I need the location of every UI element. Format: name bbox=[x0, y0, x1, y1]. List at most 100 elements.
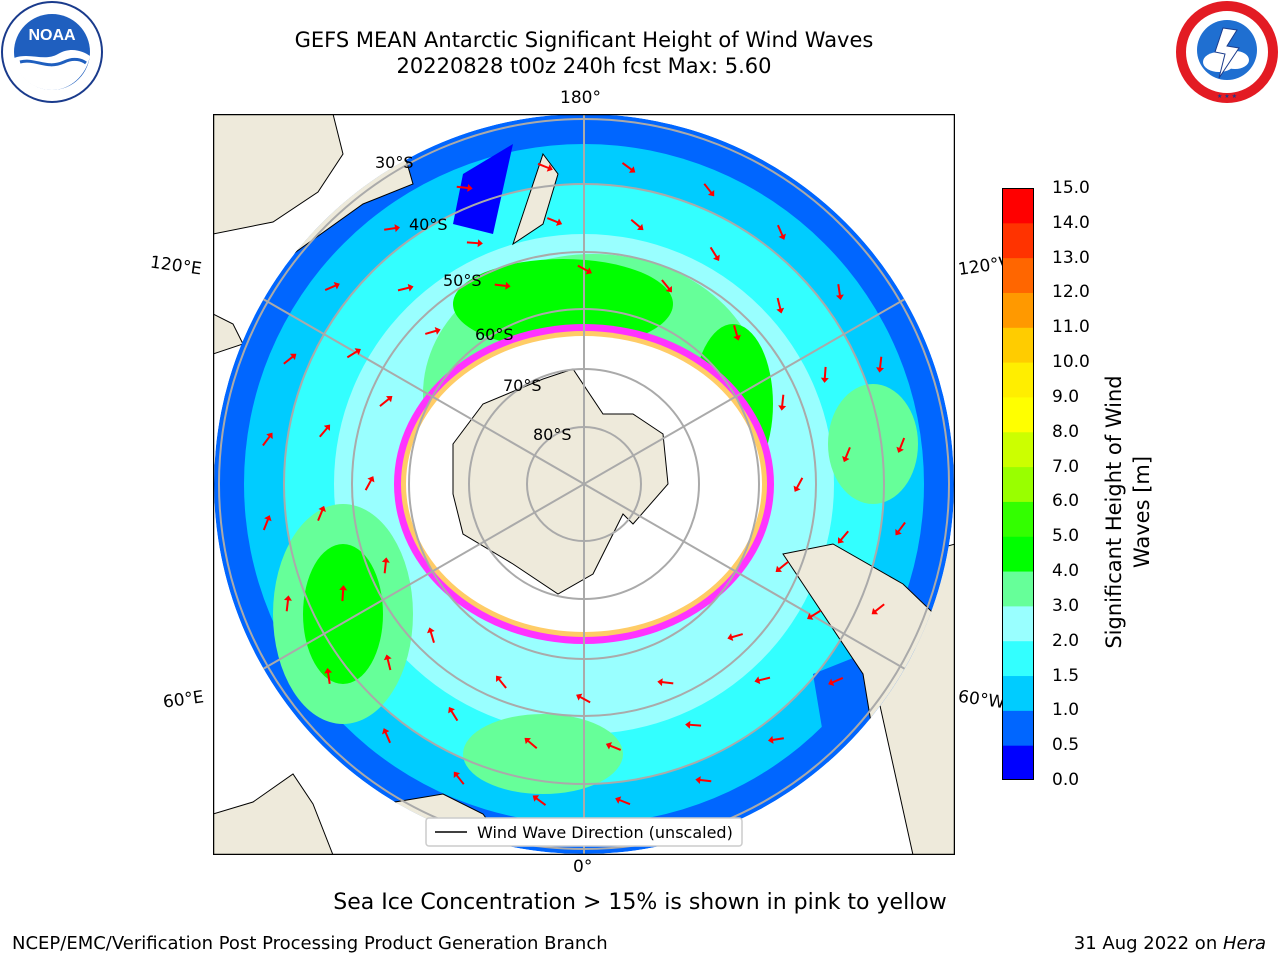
sea-ice-footnote: Sea Ice Concentration > 15% is shown in … bbox=[333, 890, 947, 915]
wave-direction-arrow bbox=[524, 737, 538, 749]
colorbar-tick-label: 5.0 bbox=[1052, 526, 1080, 547]
colorbar-tick-label: 13.0 bbox=[1052, 247, 1090, 268]
colorbar-segment bbox=[1002, 640, 1034, 677]
lon-label-180: 180° bbox=[560, 88, 601, 108]
wave-direction-arrow bbox=[793, 477, 804, 492]
wave-direction-arrow bbox=[661, 279, 672, 293]
wave-direction-arrow bbox=[532, 795, 547, 806]
wave-direction-arrow bbox=[453, 771, 465, 785]
wave-direction-arrow bbox=[262, 515, 272, 531]
wave-direction-arrow bbox=[546, 217, 563, 226]
credit-branch: NCEP/EMC/Verification Post Processing Pr… bbox=[12, 933, 608, 954]
colorbar-tick-label: 3.0 bbox=[1052, 595, 1080, 616]
credit-date-text: 31 Aug 2022 on bbox=[1073, 933, 1223, 954]
legend-label: Wind Wave Direction (unscaled) bbox=[477, 823, 733, 842]
graticule bbox=[218, 114, 950, 854]
colorbar-tick-label: 4.0 bbox=[1052, 561, 1080, 582]
wave-direction-arrow bbox=[427, 627, 435, 643]
wave-direction-arrow bbox=[695, 776, 712, 785]
wave-direction-arrow bbox=[339, 585, 348, 602]
wave-direction-arrow bbox=[621, 162, 636, 173]
wave-direction-arrow bbox=[577, 264, 592, 275]
colorbar-tick-label: 12.0 bbox=[1052, 282, 1090, 303]
colorbar-segment bbox=[1002, 501, 1034, 537]
credit-date: 31 Aug 2022 on Hera bbox=[1074, 933, 1266, 954]
lat-label-70: 70°S bbox=[503, 376, 542, 395]
chart-subtitle: 20220828 t00z 240h fcst Max: 5.60 bbox=[396, 54, 772, 78]
lon-label-60w: 60°W bbox=[956, 686, 1007, 714]
wave-direction-arrow bbox=[777, 224, 786, 240]
colorbar-segment bbox=[1002, 431, 1034, 468]
colorbar-segment bbox=[1002, 292, 1034, 328]
colorbar-segment bbox=[1002, 571, 1034, 607]
map-legend: Wind Wave Direction (unscaled) bbox=[425, 817, 743, 847]
colorbar-segment bbox=[1002, 257, 1034, 293]
lon-label-120e: 120°E bbox=[148, 252, 203, 280]
wave-direction-arrow bbox=[466, 239, 483, 248]
colorbar-tick-label: 8.0 bbox=[1052, 421, 1080, 442]
colorbar-label-line2: Waves [m] bbox=[1130, 455, 1154, 569]
wave-direction-arrow bbox=[842, 446, 851, 463]
colorbar-tick-label: 2.0 bbox=[1052, 630, 1080, 651]
colorbar-segment bbox=[1002, 362, 1034, 398]
chart-title: GEFS MEAN Antarctic Significant Height o… bbox=[294, 28, 874, 52]
colorbar-label: Significant Height of Wind Waves [m] bbox=[1100, 362, 1156, 662]
colorbar-segment bbox=[1002, 710, 1034, 746]
colorbar-segment bbox=[1002, 327, 1034, 363]
wave-direction-arrow bbox=[448, 707, 459, 722]
wave-direction-arrow bbox=[382, 728, 391, 744]
wave-direction-arrow bbox=[425, 327, 441, 335]
wave-direction-arrow bbox=[778, 394, 787, 411]
colorbar-label-line1: Significant Height of Wind bbox=[1102, 375, 1126, 649]
svg-text:★ ★ ★: ★ ★ ★ bbox=[1217, 93, 1237, 100]
colorbar-segment bbox=[1002, 188, 1034, 224]
wave-direction-arrow bbox=[383, 654, 392, 671]
noaa-logo-text: NOAA bbox=[28, 27, 76, 44]
wave-direction-arrow bbox=[895, 521, 906, 536]
colorbar-segment bbox=[1002, 675, 1034, 711]
credit-system: Hera bbox=[1222, 933, 1266, 954]
lon-label-60e: 60°E bbox=[161, 687, 206, 713]
colorbar-tick-label: 1.0 bbox=[1052, 700, 1080, 721]
wave-direction-arrow bbox=[381, 557, 390, 574]
noaa-logo-icon: NOAA bbox=[1, 1, 103, 103]
wave-direction-arrow bbox=[754, 676, 771, 685]
wave-direction-arrow bbox=[733, 325, 741, 341]
wave-direction-arrow bbox=[709, 246, 720, 261]
colorbar-tick-label: 14.0 bbox=[1052, 212, 1090, 233]
colorbar-tick-label: 15.0 bbox=[1052, 178, 1090, 198]
polar-map: 30°S 40°S 50°S 60°S 70°S 80°S Wind Wave … bbox=[213, 114, 955, 855]
colorbar-segment bbox=[1002, 536, 1034, 572]
wave-direction-arrow bbox=[384, 224, 401, 233]
wave-direction-arrow bbox=[537, 162, 553, 172]
wave-direction-arrow bbox=[828, 677, 844, 686]
wave-direction-arrow bbox=[876, 356, 885, 373]
wave-direction-arrow bbox=[346, 348, 361, 359]
wave-direction-arrow bbox=[767, 735, 784, 744]
colorbar-tick-label: 11.0 bbox=[1052, 317, 1090, 338]
colorbar-tick-label: 6.0 bbox=[1052, 491, 1080, 512]
wave-direction-arrow bbox=[324, 667, 333, 684]
wave-direction-arrow bbox=[837, 530, 849, 544]
lat-label-40: 40°S bbox=[409, 215, 448, 234]
colorbar-segment bbox=[1002, 222, 1034, 259]
wave-direction-arrow bbox=[896, 437, 906, 453]
wave-direction-arrows bbox=[262, 162, 906, 806]
lat-label-80: 80°S bbox=[533, 425, 572, 444]
nws-logo-icon: ★ ★ ★ bbox=[1176, 1, 1278, 103]
wave-direction-arrow bbox=[605, 742, 622, 751]
wave-direction-arrow bbox=[496, 675, 507, 689]
colorbar-tick-label: 1.5 bbox=[1052, 665, 1080, 686]
wave-direction-arrow bbox=[494, 281, 511, 290]
wave-direction-arrow bbox=[685, 720, 702, 729]
colorbar-tick-label: 0.0 bbox=[1052, 770, 1080, 790]
wave-direction-arrow bbox=[324, 282, 340, 291]
lat-label-50: 50°S bbox=[443, 271, 482, 290]
wave-direction-arrow bbox=[776, 297, 785, 314]
wave-direction-arrow bbox=[283, 353, 297, 365]
colorbar-segment bbox=[1002, 605, 1034, 642]
colorbar-tick-label: 9.0 bbox=[1052, 386, 1080, 407]
wave-direction-arrow bbox=[703, 183, 715, 197]
wave-direction-arrow bbox=[283, 595, 292, 612]
wave-direction-arrow bbox=[317, 505, 326, 522]
